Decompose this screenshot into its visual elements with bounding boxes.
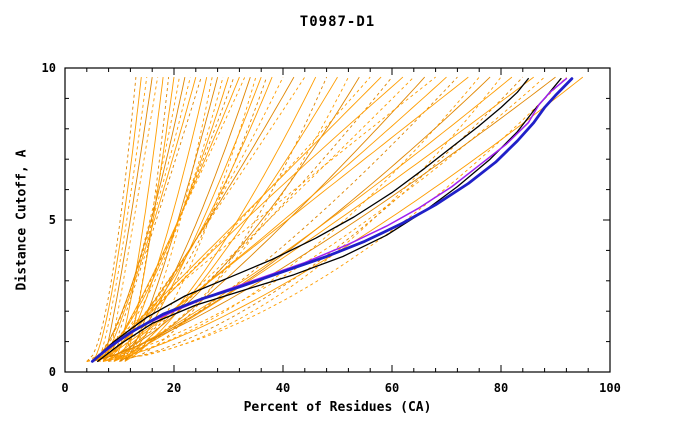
ensemble-curve	[108, 76, 404, 362]
y-tick-label: 0	[49, 365, 56, 379]
ensemble-curve	[102, 77, 153, 362]
ensemble-curve	[97, 76, 502, 362]
ensemble-curve	[91, 77, 142, 362]
x-tick-label: 0	[61, 381, 68, 395]
x-tick-label: 100	[599, 381, 621, 395]
ensemble-curve	[92, 76, 273, 362]
ensemble-curve	[108, 76, 202, 362]
ensemble-curve	[92, 76, 491, 362]
ensemble-curve	[86, 76, 480, 362]
ensemble-curve	[119, 77, 213, 362]
ensemble-curve	[113, 76, 317, 362]
ensemble-curve	[92, 77, 186, 362]
ensemble-curve	[108, 76, 524, 362]
series-model-black-2	[97, 77, 562, 363]
ensemble-curve	[113, 77, 208, 362]
x-tick-label: 20	[167, 381, 181, 395]
ensemble-curve	[108, 76, 246, 362]
ensemble-curve	[91, 76, 436, 362]
ensemble-curve	[103, 76, 584, 362]
series-model-black-1	[91, 77, 529, 363]
ensemble-curve	[113, 76, 534, 362]
series-model-blue	[90, 77, 574, 363]
ensemble-curve	[113, 77, 164, 362]
x-tick-label: 80	[494, 381, 508, 395]
y-tick-label: 10	[42, 61, 56, 75]
chart-title: T0987-D1	[299, 14, 376, 30]
x-axis-label: Percent of Residues (CA)	[243, 400, 432, 415]
ensemble-curve	[102, 76, 197, 362]
ensemble-curve	[97, 76, 382, 362]
ensemble-curve	[86, 76, 545, 362]
ensemble-curve	[86, 76, 224, 362]
ensemble-curve	[108, 77, 159, 362]
ensemble-curves	[86, 76, 584, 362]
ensemble-curve	[92, 76, 556, 362]
ensemble-curve	[124, 77, 175, 362]
ensemble-curve	[119, 76, 328, 362]
axis-ticks	[64, 67, 611, 373]
ensemble-curve	[108, 76, 306, 362]
series-model-purple	[91, 77, 568, 363]
ensemble-curve	[97, 77, 148, 362]
x-tick-label: 40	[276, 381, 290, 395]
ensemble-curve	[103, 76, 513, 362]
ensemble-curve	[124, 76, 262, 362]
ensemble-curve	[92, 76, 371, 362]
x-tick-label: 60	[385, 381, 399, 395]
y-tick-label: 5	[49, 213, 56, 227]
ensemble-curve	[97, 76, 284, 362]
ensemble-curve	[86, 76, 349, 362]
tick-labels: 0 20 40 60 80 100 0 5 10	[42, 61, 621, 395]
y-axis-label: Distance Cutoff, A	[14, 149, 30, 291]
